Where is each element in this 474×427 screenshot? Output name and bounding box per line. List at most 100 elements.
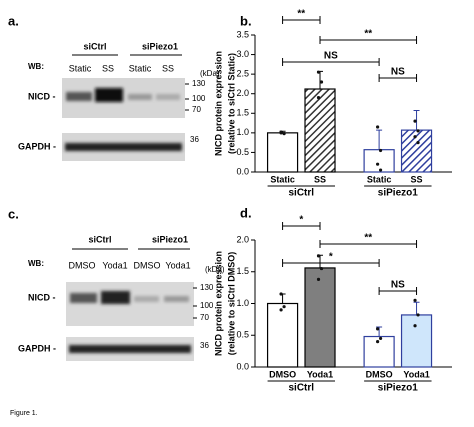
significance-label: * [329, 252, 333, 263]
panel-label: d. [240, 205, 252, 220]
data-point [319, 266, 324, 271]
blot-band [101, 291, 130, 304]
data-point [316, 70, 321, 74]
data-point [413, 324, 417, 328]
data-point [413, 119, 417, 123]
panel-label: c. [8, 206, 19, 221]
blot-c [66, 282, 194, 361]
data-point [379, 336, 383, 341]
marker-label: 130 [192, 79, 206, 88]
blot-band [134, 296, 159, 302]
y-tick-label: 0.0 [236, 361, 249, 371]
error-bar [317, 70, 324, 90]
group-label: siPiezo1 [378, 383, 418, 394]
band-label: NICD - [28, 292, 56, 302]
marker-label: 130 [200, 283, 214, 292]
significance-label: * [299, 215, 303, 226]
lane-label: DMSO [69, 260, 96, 270]
y-tick-label: 1.5 [236, 108, 249, 118]
y-axis-label: (relative to siCtrl DMSO) [226, 252, 236, 356]
blot-band [69, 345, 191, 353]
x-tick-label: SS [314, 174, 326, 184]
x-tick-label: DMSO [269, 369, 296, 379]
y-tick-label: 1.0 [236, 298, 249, 308]
y-axis-label: (relative to siCtrl Static) [226, 53, 236, 154]
data-point [379, 168, 383, 172]
data-point [279, 308, 283, 312]
significance-bracket [282, 259, 380, 267]
data-point [316, 254, 321, 258]
marker-label: 70 [192, 105, 201, 114]
data-point [376, 327, 380, 331]
x-tick-label: DMSO [366, 369, 393, 379]
y-tick-label: 2.0 [236, 234, 249, 244]
data-point [416, 313, 420, 317]
y-tick-label: 0.0 [236, 166, 249, 176]
significance-label: NS [391, 67, 405, 78]
blot-band [70, 293, 97, 303]
marker-label: 36 [200, 341, 209, 350]
x-tick-label: Static [270, 174, 295, 184]
blot-a [62, 78, 185, 161]
lane-label: Yoda1 [165, 260, 190, 270]
data-point [379, 148, 383, 153]
blot-band [66, 92, 92, 101]
data-point [376, 125, 380, 129]
blot-band [156, 94, 180, 100]
group-label: siPiezo1 [378, 188, 418, 199]
loading-label: GAPDH - [18, 343, 56, 353]
error-bar [413, 301, 420, 315]
significance-label: NS [324, 51, 338, 62]
group-label: siPiezo1 [152, 234, 188, 244]
unit-label: (kDa) [205, 265, 225, 274]
wb-label: WB: [28, 62, 44, 71]
x-tick-label: Static [367, 174, 392, 184]
blot-band [164, 296, 189, 302]
data-point [316, 96, 321, 100]
marker-label: 70 [200, 313, 209, 322]
y-tick-label: 3.0 [236, 49, 249, 59]
significance-label: ** [364, 233, 372, 244]
loading-label: GAPDH - [18, 141, 56, 151]
blot-band [65, 143, 182, 151]
bar [304, 267, 336, 368]
band-label: NICD - [28, 91, 56, 101]
x-tick-label: Yoda1 [307, 369, 333, 379]
group-label: siCtrl [289, 383, 315, 394]
y-tick-label: 2.5 [236, 69, 249, 79]
lane-label: Yoda1 [102, 260, 127, 270]
significance-bracket [319, 36, 418, 44]
y-tick-label: 1.0 [236, 127, 249, 137]
error-bar [413, 110, 420, 131]
y-tick-label: 3.5 [236, 29, 249, 39]
x-tick-label: SS [411, 174, 423, 184]
data-point [319, 80, 324, 84]
significance-bracket [282, 16, 321, 24]
significance-bracket [282, 58, 380, 66]
significance-bracket [378, 287, 418, 295]
y-tick-label: 1.5 [236, 266, 249, 276]
significance-label: NS [391, 280, 405, 291]
significance-label: ** [364, 29, 372, 40]
bar [266, 132, 299, 173]
data-point [416, 129, 420, 133]
blot-band [128, 94, 152, 100]
data-point [376, 162, 380, 166]
y-tick-label: 0.5 [236, 330, 249, 340]
data-point [279, 292, 283, 296]
marker-label: 100 [192, 94, 206, 103]
significance-bracket [282, 222, 321, 230]
x-tick-label: Yoda1 [403, 369, 429, 379]
lane-label: DMSO [134, 260, 161, 270]
lane-label: SS [162, 63, 174, 73]
data-point [416, 141, 420, 145]
group-label: siCtrl [289, 188, 315, 199]
data-point [282, 132, 286, 136]
data-point [316, 277, 321, 281]
wb-label: WB: [28, 259, 44, 268]
group-label: siCtrl [88, 234, 111, 244]
bar [304, 88, 336, 173]
panel-label: a. [8, 13, 19, 28]
